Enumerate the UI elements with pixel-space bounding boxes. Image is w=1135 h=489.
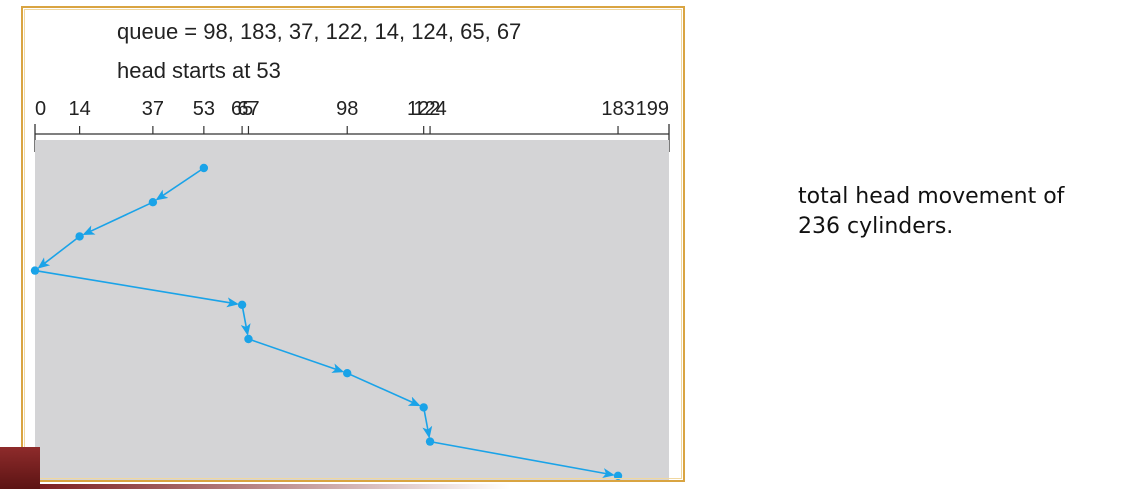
slide-accent-line [40, 484, 510, 489]
request-point [613, 471, 623, 480]
summary-line-2: 236 cylinders. [798, 214, 954, 239]
tick-label: 53 [193, 98, 215, 120]
head-path-segment [422, 407, 433, 439]
head-path-segment [346, 372, 421, 407]
request-point [425, 437, 435, 446]
tick-label: 199 [636, 98, 669, 120]
tick-label: 14 [68, 98, 90, 120]
request-point [419, 403, 428, 412]
head-path-segment [429, 440, 615, 478]
summary-line-1: total head movement of [798, 184, 1065, 209]
request-point [343, 369, 352, 378]
tick-label: 67 [237, 98, 259, 120]
head-path-segment [248, 338, 345, 373]
plot-area [35, 140, 669, 480]
request-point [237, 300, 247, 309]
tick-label: 122 [407, 98, 440, 120]
tick-label: 0 [35, 98, 46, 120]
queue-label: queue = 98, 183, 37, 122, 14, 124, 65, 6… [117, 19, 521, 44]
head-movement-summary: total head movement of 236 cylinders. [798, 182, 1128, 242]
tick-label: 124 [413, 98, 446, 120]
figure-frame: queue = 98, 183, 37, 122, 14, 124, 65, 6… [21, 6, 685, 482]
head-path-segment [82, 201, 154, 236]
request-point [244, 334, 253, 344]
tick-label: 98 [336, 98, 358, 120]
head-path-segment [34, 269, 239, 308]
head-path [30, 163, 623, 480]
slide-accent-bar [0, 447, 40, 489]
head-start-label: head starts at 53 [117, 58, 281, 83]
head-path-segment [37, 235, 81, 269]
tick-label: 65 [231, 98, 253, 120]
request-point [148, 198, 158, 207]
request-point [75, 232, 84, 241]
tick-label: 183 [601, 98, 634, 120]
head-path-segment [240, 304, 251, 336]
disk-scheduling-diagram: queue = 98, 183, 37, 122, 14, 124, 65, 6… [30, 19, 670, 480]
request-point [199, 163, 209, 173]
request-point [30, 266, 40, 275]
head-path-segment [155, 167, 205, 201]
tick-label: 37 [142, 98, 164, 120]
